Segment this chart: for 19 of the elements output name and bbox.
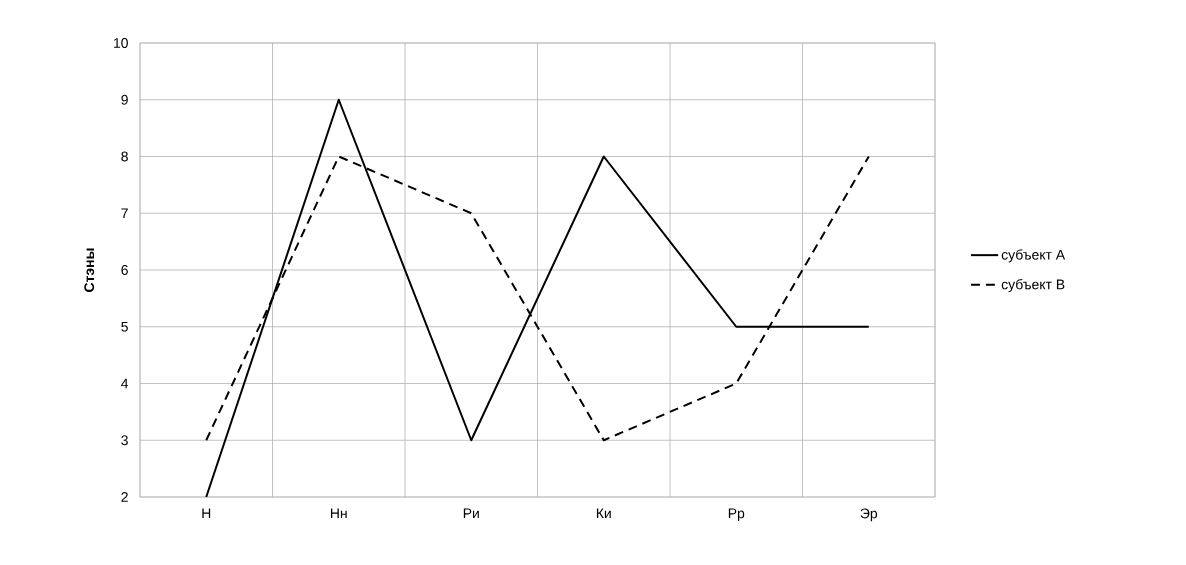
x-tick-label: Ри: [463, 508, 479, 519]
legend-label: субъект А: [1001, 249, 1066, 263]
x-tick-label: Ки: [596, 508, 611, 519]
y-tick-label: 10: [114, 38, 128, 48]
y-tick-label: 4: [121, 378, 129, 389]
legend-label: субъект В: [1001, 278, 1065, 293]
x-tick-label: Рр: [728, 508, 745, 522]
y-tick-label: 8: [121, 151, 128, 162]
y-axis-title: Стэны: [84, 248, 95, 292]
x-tick-label: Нн: [331, 508, 347, 519]
x-tick-label: Н: [202, 508, 211, 519]
y-tick-label: 3: [121, 435, 128, 446]
x-tick-label: Эр: [860, 508, 878, 522]
y-tick-label: 5: [121, 321, 128, 332]
y-tick-label: 9: [121, 94, 128, 105]
y-tick-label: 7: [121, 208, 128, 219]
y-tick-label: 2: [121, 492, 128, 502]
line-series: [205, 98, 870, 497]
y-tick-label: 6: [121, 265, 128, 275]
